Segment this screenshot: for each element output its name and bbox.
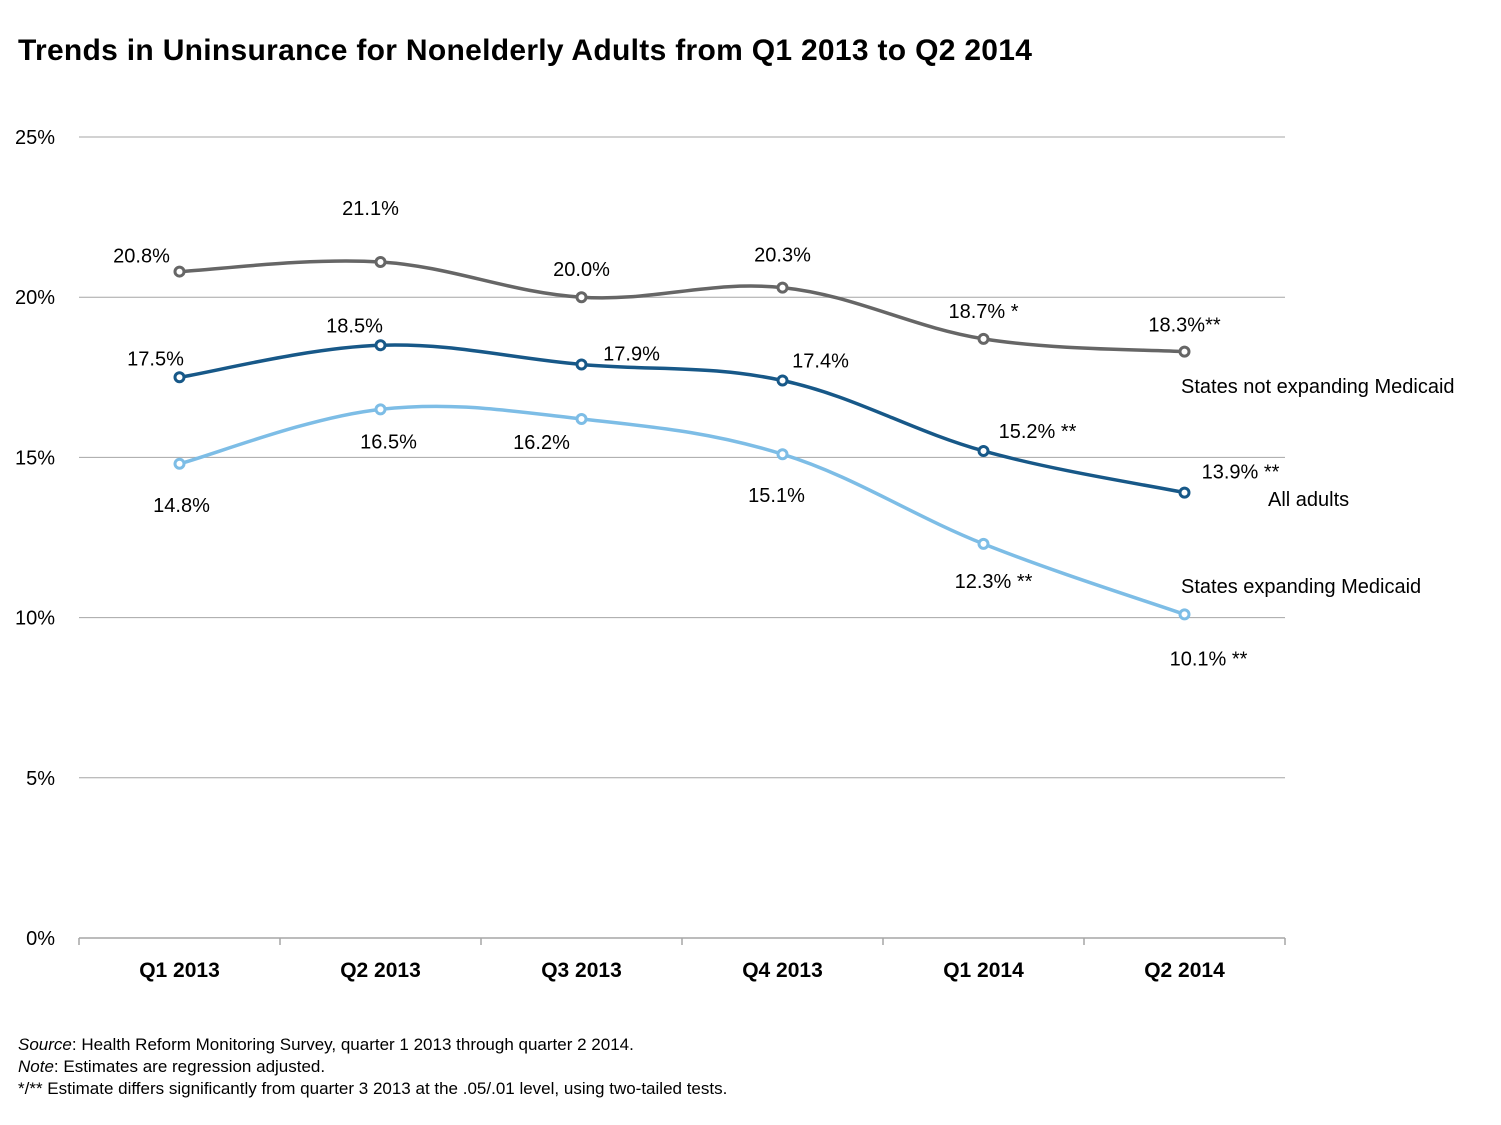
data-label: 20.3%: [754, 245, 811, 267]
data-label: 17.5%: [127, 348, 184, 370]
data-point: [575, 412, 588, 425]
data-point: [1178, 486, 1191, 499]
data-label: 18.5%: [326, 315, 383, 337]
data-label: 15.1%: [748, 485, 805, 507]
series-line: [179, 404, 1186, 617]
y-tick-label: 10%: [15, 608, 55, 630]
x-tick-label: Q3 2013: [541, 959, 622, 982]
data-label: 16.5%: [360, 431, 417, 453]
data-point: [575, 291, 588, 304]
data-point: [977, 332, 990, 345]
data-label: 18.7% *: [948, 301, 1018, 323]
data-point: [1178, 345, 1191, 358]
data-point: [374, 255, 387, 268]
y-tick-label: 5%: [26, 768, 55, 790]
y-tick-label: 25%: [15, 127, 55, 149]
y-tick-label: 15%: [15, 447, 55, 469]
y-tick-label: 20%: [15, 287, 55, 309]
data-point: [575, 358, 588, 371]
series-label: All adults: [1268, 489, 1349, 511]
series-label: States expanding Medicaid: [1181, 576, 1421, 598]
significance-note: */** Estimate differs significantly from…: [18, 1079, 728, 1098]
data-point: [776, 448, 789, 461]
source-note: Source: Health Reform Monitoring Survey,…: [18, 1035, 634, 1054]
x-tick-label: Q2 2014: [1144, 959, 1225, 982]
data-label: 15.2% **: [999, 421, 1077, 443]
chart-notes: Source: Health Reform Monitoring Survey,…: [18, 1034, 727, 1100]
data-label: 14.8%: [153, 495, 210, 517]
data-point: [977, 444, 990, 457]
data-point: [977, 537, 990, 550]
x-tick-label: Q2 2013: [340, 959, 421, 982]
data-point: [1178, 608, 1191, 621]
y-tick-label: 0%: [26, 928, 55, 950]
data-point: [173, 457, 186, 470]
data-label: 20.0%: [553, 259, 610, 281]
x-tick-label: Q1 2013: [139, 959, 220, 982]
series-line: [179, 259, 1185, 354]
data-label: 18.3%**: [1148, 315, 1220, 337]
data-label: 16.2%: [513, 432, 570, 454]
data-point: [374, 339, 387, 352]
regression-note: Note: Estimates are regression adjusted.: [18, 1057, 326, 1076]
x-tick-label: Q1 2014: [943, 959, 1024, 982]
x-tick-label: Q4 2013: [742, 959, 823, 982]
data-label: 17.4%: [792, 351, 849, 373]
series-line: [179, 343, 1185, 495]
data-label: 21.1%: [342, 198, 399, 220]
chart-title: Trends in Uninsurance for Nonelderly Adu…: [18, 34, 1033, 67]
data-point: [173, 265, 186, 278]
data-point: [776, 374, 789, 387]
series-label: States not expanding Medicaid: [1181, 376, 1455, 398]
data-label: 12.3% **: [955, 571, 1033, 593]
data-point: [173, 371, 186, 384]
data-label: 20.8%: [113, 246, 170, 268]
data-label: 17.9%: [603, 343, 660, 365]
data-label: 10.1% **: [1170, 648, 1248, 670]
data-point: [776, 281, 789, 294]
data-point: [374, 403, 387, 416]
data-label: 13.9% **: [1202, 462, 1280, 484]
